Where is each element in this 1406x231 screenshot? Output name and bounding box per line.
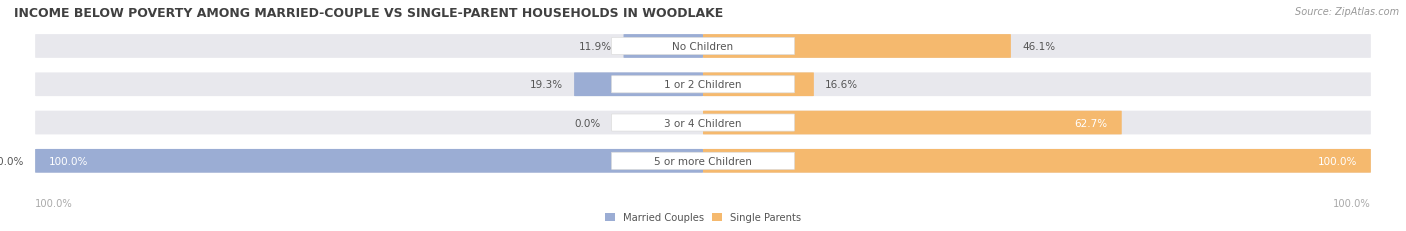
FancyBboxPatch shape [35, 111, 1371, 135]
Text: No Children: No Children [672, 42, 734, 52]
FancyBboxPatch shape [703, 73, 814, 97]
Text: 46.1%: 46.1% [1022, 42, 1056, 52]
Text: 1 or 2 Children: 1 or 2 Children [664, 80, 742, 90]
FancyBboxPatch shape [612, 76, 794, 93]
FancyBboxPatch shape [35, 149, 703, 173]
Text: 3 or 4 Children: 3 or 4 Children [664, 118, 742, 128]
Text: 100.0%: 100.0% [1317, 156, 1357, 166]
FancyBboxPatch shape [703, 111, 1122, 135]
FancyBboxPatch shape [612, 115, 794, 131]
FancyBboxPatch shape [574, 73, 703, 97]
Text: INCOME BELOW POVERTY AMONG MARRIED-COUPLE VS SINGLE-PARENT HOUSEHOLDS IN WOODLAK: INCOME BELOW POVERTY AMONG MARRIED-COUPL… [14, 7, 723, 20]
FancyBboxPatch shape [703, 35, 1011, 59]
FancyBboxPatch shape [35, 149, 1371, 173]
Text: 62.7%: 62.7% [1074, 118, 1108, 128]
Text: 100.0%: 100.0% [49, 156, 89, 166]
FancyBboxPatch shape [35, 73, 1371, 97]
Text: 100.0%: 100.0% [35, 198, 73, 208]
FancyBboxPatch shape [612, 38, 794, 55]
Text: 11.9%: 11.9% [579, 42, 612, 52]
Legend: Married Couples, Single Parents: Married Couples, Single Parents [600, 208, 806, 226]
FancyBboxPatch shape [703, 149, 1371, 173]
Text: 100.0%: 100.0% [1333, 198, 1371, 208]
Text: Source: ZipAtlas.com: Source: ZipAtlas.com [1295, 7, 1399, 17]
Text: 0.0%: 0.0% [574, 118, 600, 128]
Text: 16.6%: 16.6% [825, 80, 858, 90]
Text: 100.0%: 100.0% [0, 156, 24, 166]
FancyBboxPatch shape [623, 35, 703, 59]
FancyBboxPatch shape [35, 35, 1371, 59]
Text: 5 or more Children: 5 or more Children [654, 156, 752, 166]
Text: 19.3%: 19.3% [530, 80, 562, 90]
FancyBboxPatch shape [612, 153, 794, 170]
